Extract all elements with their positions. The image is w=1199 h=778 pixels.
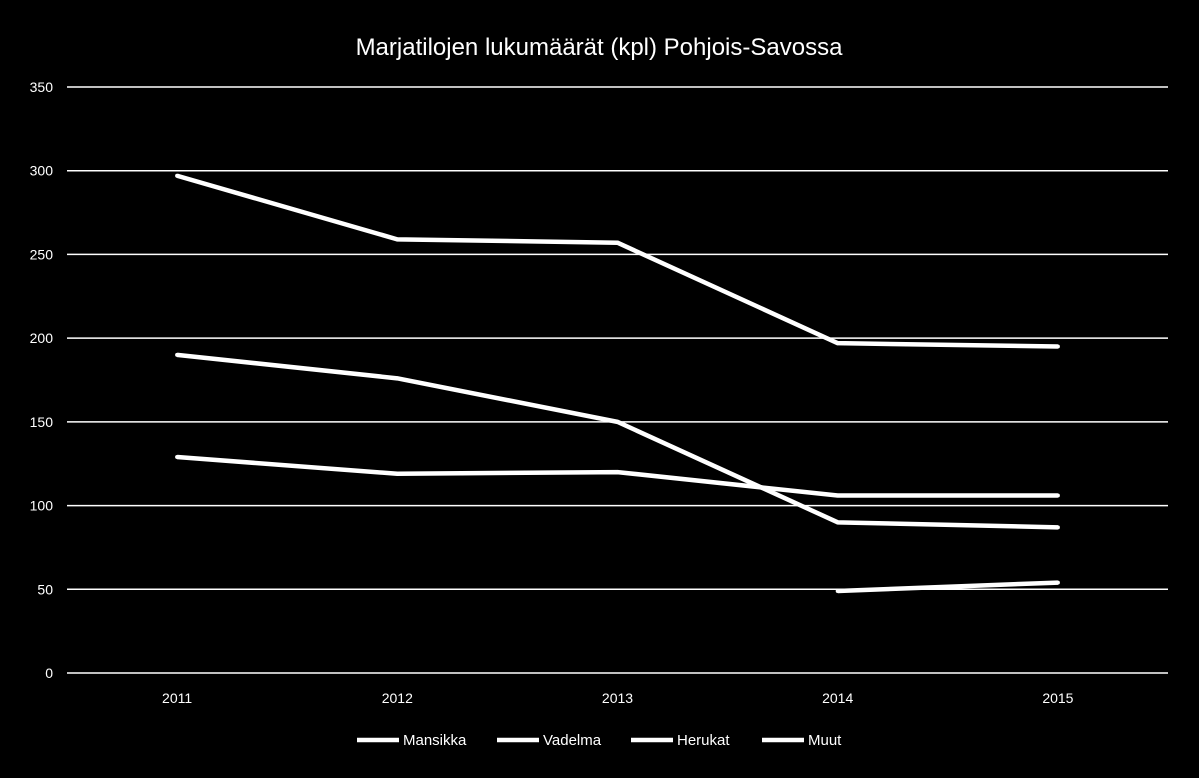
data-point-mansikka <box>395 237 400 242</box>
y-tick-label: 250 <box>30 246 54 262</box>
y-tick-label: 50 <box>37 581 53 597</box>
legend-label: Mansikka <box>403 732 467 749</box>
data-point-mansikka <box>175 173 180 178</box>
data-point-mansikka <box>835 341 840 346</box>
x-axis-ticks: 2011 2012 2013 2014 2015 <box>162 690 1074 706</box>
y-tick-label: 100 <box>30 498 54 514</box>
x-tick-label: 2012 <box>382 690 413 706</box>
data-point-muut <box>1055 580 1060 585</box>
series-lines <box>175 173 1060 594</box>
y-tick-label: 300 <box>30 163 54 179</box>
y-axis-ticks: 0 50 100 150 200 250 300 350 <box>30 79 54 681</box>
data-point-herukat <box>175 455 180 460</box>
series-line-mansikka <box>176 173 1058 349</box>
x-tick-label: 2011 <box>162 690 192 706</box>
series-line-vadelma <box>176 352 1058 530</box>
legend-label: Muut <box>808 732 842 749</box>
chart-title: Marjatilojen lukumäärät (kpl) Pohjois-Sa… <box>356 34 844 61</box>
data-point-herukat <box>835 493 840 498</box>
series-line-muut <box>837 580 1058 594</box>
data-point-vadelma <box>175 352 180 357</box>
x-tick-label: 2015 <box>1042 690 1073 706</box>
data-point-mansikka <box>615 240 620 245</box>
series-line-herukat <box>176 454 1058 498</box>
legend-label: Herukat <box>677 732 730 749</box>
data-point-vadelma <box>835 520 840 525</box>
data-point-vadelma <box>615 419 620 424</box>
data-point-muut <box>835 588 840 593</box>
y-tick-label: 0 <box>45 665 53 681</box>
y-tick-label: 200 <box>30 330 54 346</box>
data-point-herukat <box>395 471 400 476</box>
y-tick-label: 150 <box>30 414 54 430</box>
data-point-vadelma <box>395 376 400 381</box>
x-tick-label: 2014 <box>822 690 853 706</box>
y-tick-label: 350 <box>30 79 54 95</box>
data-point-mansikka <box>1055 344 1060 349</box>
legend: Mansikka Vadelma Herukat Muut <box>357 732 842 749</box>
data-point-herukat <box>1055 493 1060 498</box>
legend-label: Vadelma <box>543 732 602 749</box>
data-point-vadelma <box>1055 525 1060 530</box>
x-tick-label: 2013 <box>602 690 633 706</box>
grid-lines <box>67 86 1168 674</box>
data-point-herukat <box>615 470 620 475</box>
